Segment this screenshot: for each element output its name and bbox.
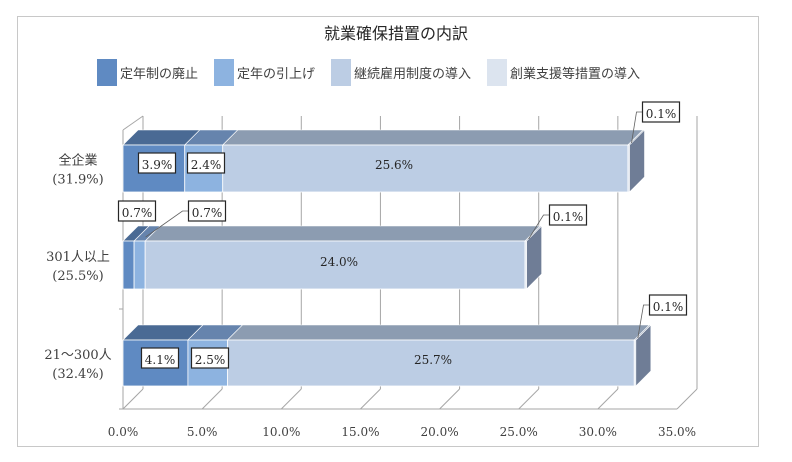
bar-top-face [144,225,541,242]
x-tick-label: 10.0% [262,425,300,439]
bar-side-face [629,129,645,193]
legend-label: 創業支援等措置の導入 [510,66,641,82]
category-label: 301人以上 [46,250,110,265]
data-label: 4.1% [145,353,176,367]
bar-segment [144,240,526,290]
x-tick-label: 5.0% [187,425,218,439]
data-label: 3.9% [142,158,173,172]
floor-gridline [280,388,302,410]
legend-swatch [487,58,508,86]
floor-gridline [201,388,223,410]
data-label: 25.6% [375,158,413,172]
x-tick-label: 20.0% [421,425,459,439]
floor-gridline [122,388,144,410]
category-total: (31.9%) [52,173,103,188]
x-tick-label: 35.0% [658,425,696,439]
data-label: 0.1% [553,210,584,224]
data-label: 0.7% [122,206,153,220]
category-total: (25.5%) [52,269,103,284]
data-label-box [117,200,157,222]
legend: 定年制の廃止 定年の引上げ 継続雇用制度の導入 創業支援等措置の導入 [97,58,656,86]
legend-item: 定年制の廃止 [97,58,199,86]
legend-label: 定年の引上げ [237,66,316,82]
label-leader-line [528,214,550,240]
legend-swatch [331,58,352,86]
legend-item: 定年の引上げ [214,58,316,86]
legend-swatch [214,58,235,86]
data-label: 2.5% [195,353,226,367]
left-wall-top [122,115,144,131]
data-label-box [648,294,688,316]
data-label: 2.4% [191,158,222,172]
bar-side-face [526,225,542,290]
legend-swatch [97,58,117,86]
x-tick-label: 30.0% [579,425,617,439]
category-total: (32.4%) [52,367,103,382]
bar-segment [133,240,146,290]
bar-top-face [221,129,644,146]
category-label: 21～300人 [44,348,111,363]
legend-label: 定年制の廃止 [120,66,199,82]
bar-top-face [226,324,650,341]
bar-segment [122,240,135,290]
floor-gridline [360,388,381,410]
x-tick-label: 25.0% [500,425,538,439]
category-label: 全企業 [58,153,97,169]
data-label-box [548,204,588,226]
data-label: 25.7% [414,353,452,367]
chart-title: 就業確保措置の内訳 [323,24,468,43]
label-leader-line [637,304,650,339]
x-tick-label: 15.0% [341,425,379,439]
data-label-box [187,200,227,222]
x-tick-label: 0.0% [108,425,139,439]
legend-label: 継続雇用制度の導入 [354,66,472,82]
data-label: 0.1% [646,107,677,121]
label-leader-line [145,210,189,238]
bar-segment [227,339,635,387]
legend-item: 創業支援等措置の導入 [487,58,641,86]
data-label: 0.7% [192,206,223,220]
legend-item: 継続雇用制度の導入 [331,58,472,86]
label-leader-line [631,111,643,144]
data-label-box [140,347,180,369]
data-label-box [190,347,230,369]
bar-segment [222,144,629,193]
floor-gridline [439,388,460,410]
data-label-box [641,101,681,123]
data-label: 0.1% [653,300,684,314]
floor-gridline [676,388,698,410]
bar-side-face [635,324,652,387]
data-label-box [137,152,177,174]
floor-gridline [597,388,619,410]
data-label-box [186,152,226,174]
floor-gridline [518,388,540,410]
data-label: 24.0% [320,255,358,269]
